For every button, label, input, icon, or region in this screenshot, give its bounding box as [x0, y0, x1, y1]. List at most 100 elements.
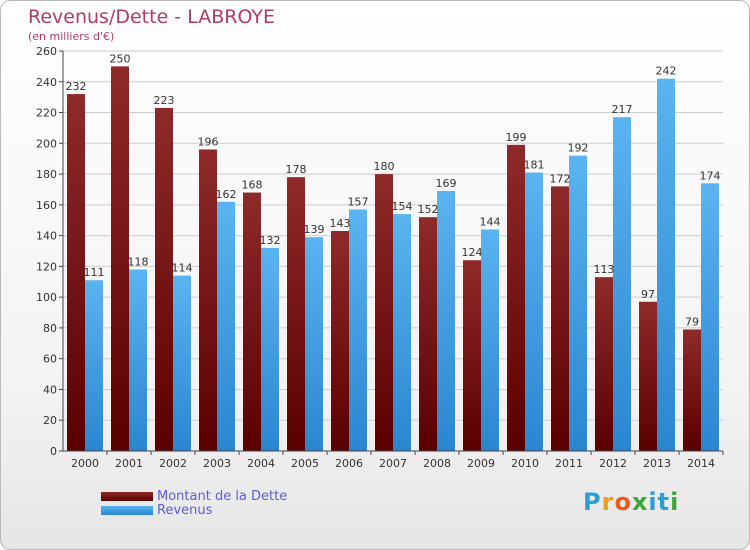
x-tick-label: 2000 — [71, 457, 99, 470]
data-label-revenue: 157 — [348, 195, 369, 208]
bar-debt — [199, 149, 217, 451]
data-label-revenue: 162 — [216, 188, 237, 201]
legend-item-revenue: Revenus — [101, 502, 213, 518]
y-tick-label: 220 — [36, 107, 57, 120]
logo-letter: i — [670, 488, 680, 516]
data-label-revenue: 192 — [568, 142, 589, 155]
y-tick-label: 20 — [43, 414, 57, 427]
x-tick-label: 2007 — [379, 457, 407, 470]
x-tick-label: 2009 — [467, 457, 495, 470]
data-label-debt: 232 — [66, 80, 87, 93]
bar-revenue — [393, 214, 411, 451]
y-tick-label: 240 — [36, 76, 57, 89]
bar-revenue — [217, 201, 235, 451]
bar-debt — [287, 177, 305, 451]
bars — [67, 66, 719, 452]
bar-debt — [155, 107, 173, 451]
chart-title: Revenus/Dette - LABROYE — [28, 6, 275, 28]
data-label-debt: 178 — [286, 163, 307, 176]
data-label-debt: 97 — [641, 288, 655, 301]
legend-label-revenue: Revenus — [157, 502, 213, 518]
y-tick-label: 100 — [36, 291, 57, 304]
legend-swatch-debt — [101, 491, 153, 501]
bar-revenue — [525, 172, 543, 452]
bar-revenue — [437, 191, 455, 451]
data-label-revenue: 154 — [392, 200, 413, 213]
data-label-debt: 172 — [550, 172, 571, 185]
y-tick-label: 140 — [36, 230, 57, 243]
legend-label-debt: Montant de la Dette — [157, 488, 288, 504]
bar-revenue — [701, 183, 719, 452]
x-tick-label: 2013 — [643, 457, 671, 470]
y-tick-label: 160 — [36, 199, 57, 212]
x-tick-label: 2014 — [687, 457, 715, 470]
y-tick-label: 60 — [43, 353, 57, 366]
bar-debt — [463, 260, 481, 451]
data-label-revenue: 217 — [612, 103, 633, 116]
x-tick-label: 2001 — [115, 457, 143, 470]
data-label-revenue: 169 — [436, 177, 457, 190]
legend-item-debt: Montant de la Dette — [101, 488, 288, 504]
data-label-debt: 250 — [110, 52, 131, 65]
data-label-debt: 223 — [154, 94, 175, 107]
x-tick-label: 2011 — [555, 457, 583, 470]
data-label-revenue: 242 — [656, 65, 677, 78]
logo-letter: i — [648, 488, 658, 516]
y-tick-label: 120 — [36, 260, 57, 273]
data-label-revenue: 139 — [304, 223, 325, 236]
bar-debt — [507, 144, 525, 451]
data-label-debt: 113 — [594, 263, 615, 276]
bar-debt — [111, 66, 129, 451]
logo-letter: t — [657, 488, 671, 516]
x-tick-label: 2004 — [247, 457, 275, 470]
chart-subtitle: (en milliers d'€) — [28, 30, 115, 43]
bar-debt — [683, 329, 701, 451]
data-label-debt: 196 — [198, 135, 219, 148]
data-label-debt: 79 — [685, 315, 699, 328]
axes: 0 20 40 60 80 100 120 140 160 180 200 220 240 260 2000… — [36, 45, 724, 470]
x-tick-label: 2010 — [511, 457, 539, 470]
x-tick-label: 2003 — [203, 457, 231, 470]
y-tick-label: 80 — [43, 322, 57, 335]
data-labels: 232 111 250 118 223 114 196 162 168 132 178 139 143 1… — [66, 52, 721, 328]
bar-revenue — [85, 280, 103, 451]
bar-revenue — [569, 155, 587, 451]
bar-debt — [639, 301, 657, 451]
logo-letter: o — [614, 488, 632, 516]
data-label-debt: 152 — [418, 203, 439, 216]
bar-revenue — [613, 117, 631, 452]
data-label-debt: 143 — [330, 217, 351, 230]
y-tick-label: 260 — [36, 45, 57, 58]
bar-debt — [67, 94, 85, 452]
x-tick-label: 2008 — [423, 457, 451, 470]
data-label-debt: 199 — [506, 131, 527, 144]
bar-debt — [551, 186, 569, 451]
legend-swatch-revenue — [101, 505, 153, 515]
data-label-revenue: 132 — [260, 234, 281, 247]
x-tick-label: 2002 — [159, 457, 187, 470]
data-label-debt: 124 — [462, 246, 483, 259]
bar-debt — [595, 277, 613, 451]
bar-debt — [419, 217, 437, 451]
bar-revenue — [305, 237, 323, 451]
bar-revenue — [657, 78, 675, 451]
y-tick-label: 180 — [36, 168, 57, 181]
bar-revenue — [261, 247, 279, 451]
logo-letter: r — [601, 488, 615, 516]
x-tick-label: 2012 — [599, 457, 627, 470]
data-label-revenue: 118 — [128, 255, 149, 268]
x-tick-label: 2006 — [335, 457, 363, 470]
y-tick-label: 200 — [36, 137, 57, 150]
data-label-revenue: 181 — [524, 159, 545, 172]
data-label-revenue: 174 — [700, 169, 721, 182]
data-label-debt: 180 — [374, 160, 395, 173]
y-tick-label: 40 — [43, 383, 57, 396]
proxiti-logo: Proxiti — [583, 488, 679, 516]
bar-revenue — [481, 229, 499, 451]
logo-letter: P — [583, 488, 602, 516]
logo-letter: x — [631, 488, 649, 516]
data-label-revenue: 111 — [84, 266, 105, 279]
bar-debt — [243, 192, 261, 452]
